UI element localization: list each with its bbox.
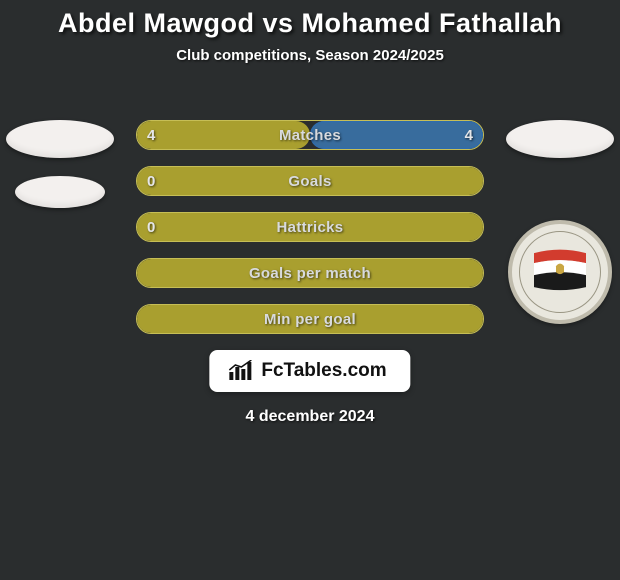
player-right-avatar-placeholder [506,120,614,158]
stat-bar-goals-per-match: Goals per match [136,258,484,288]
watermark-badge: FcTables.com [209,350,410,392]
egypt-flag-icon [532,249,588,293]
watermark-text: FcTables.com [261,360,386,382]
player-right-column [500,110,620,324]
stat-bar-hattricks: Hattricks0 [136,212,484,242]
bar-chart-icon [227,360,253,382]
stat-bar-min-per-goal: Min per goal [136,304,484,334]
comparison-body: Matches44Goals0Hattricks0Goals per match… [0,110,620,350]
player-left-column [0,110,120,208]
stat-label: Matches [137,121,483,149]
stat-value-right: 4 [437,121,473,149]
stat-label: Min per goal [137,305,483,333]
stat-value-left: 0 [147,213,183,241]
stat-bar-goals: Goals0 [136,166,484,196]
stat-bars: Matches44Goals0Hattricks0Goals per match… [136,120,484,350]
player-left-team-placeholder [15,176,105,208]
stat-label: Goals [137,167,483,195]
comparison-card: Abdel Mawgod vs Mohamed Fathallah Club c… [0,0,620,580]
page-subtitle: Club competitions, Season 2024/2025 [0,47,620,64]
player-left-avatar-placeholder [6,120,114,158]
stat-label: Hattricks [137,213,483,241]
player-right-team-badge [508,220,612,324]
stat-bar-matches: Matches4 4 [136,120,484,150]
stat-value-left: 4 [147,121,183,149]
page-title: Abdel Mawgod vs Mohamed Fathallah [0,0,620,39]
stat-value-left: 0 [147,167,183,195]
snapshot-date: 4 december 2024 [0,408,620,426]
stat-label: Goals per match [137,259,483,287]
